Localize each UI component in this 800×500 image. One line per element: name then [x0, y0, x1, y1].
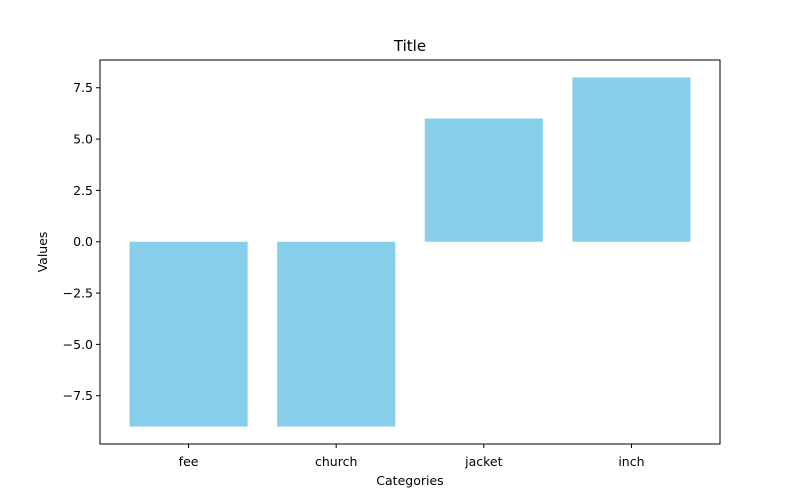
- y-tick-label: 7.5: [73, 80, 93, 95]
- bar-jacket: [424, 118, 543, 242]
- y-axis-label: Values: [35, 232, 50, 273]
- x-tick-label-church: church: [315, 454, 357, 469]
- x-ticks-group: fee church jacket inch: [179, 444, 645, 469]
- bars-group: [129, 77, 691, 427]
- y-tick-label: −7.5: [63, 388, 93, 403]
- chart-title: Title: [393, 37, 426, 55]
- bar-church: [277, 241, 396, 427]
- y-tick-label: −2.5: [63, 286, 93, 301]
- bar-fee: [129, 241, 248, 427]
- plot-frame: [99, 59, 721, 445]
- y-tick-label: 0.0: [73, 234, 93, 249]
- y-tick-label: 2.5: [73, 183, 93, 198]
- x-tick-label-inch: inch: [618, 454, 644, 469]
- y-tick-label: −5.0: [63, 337, 93, 352]
- bar-inch: [572, 77, 691, 242]
- x-axis-label: Categories: [376, 473, 443, 488]
- x-tick-label-jacket: jacket: [464, 454, 502, 469]
- x-tick-label-fee: fee: [179, 454, 199, 469]
- y-ticks-group: −7.5 −5.0 −2.5 0.0 2.5 5.0 7.5: [63, 80, 100, 403]
- y-tick-label: 5.0: [73, 132, 93, 147]
